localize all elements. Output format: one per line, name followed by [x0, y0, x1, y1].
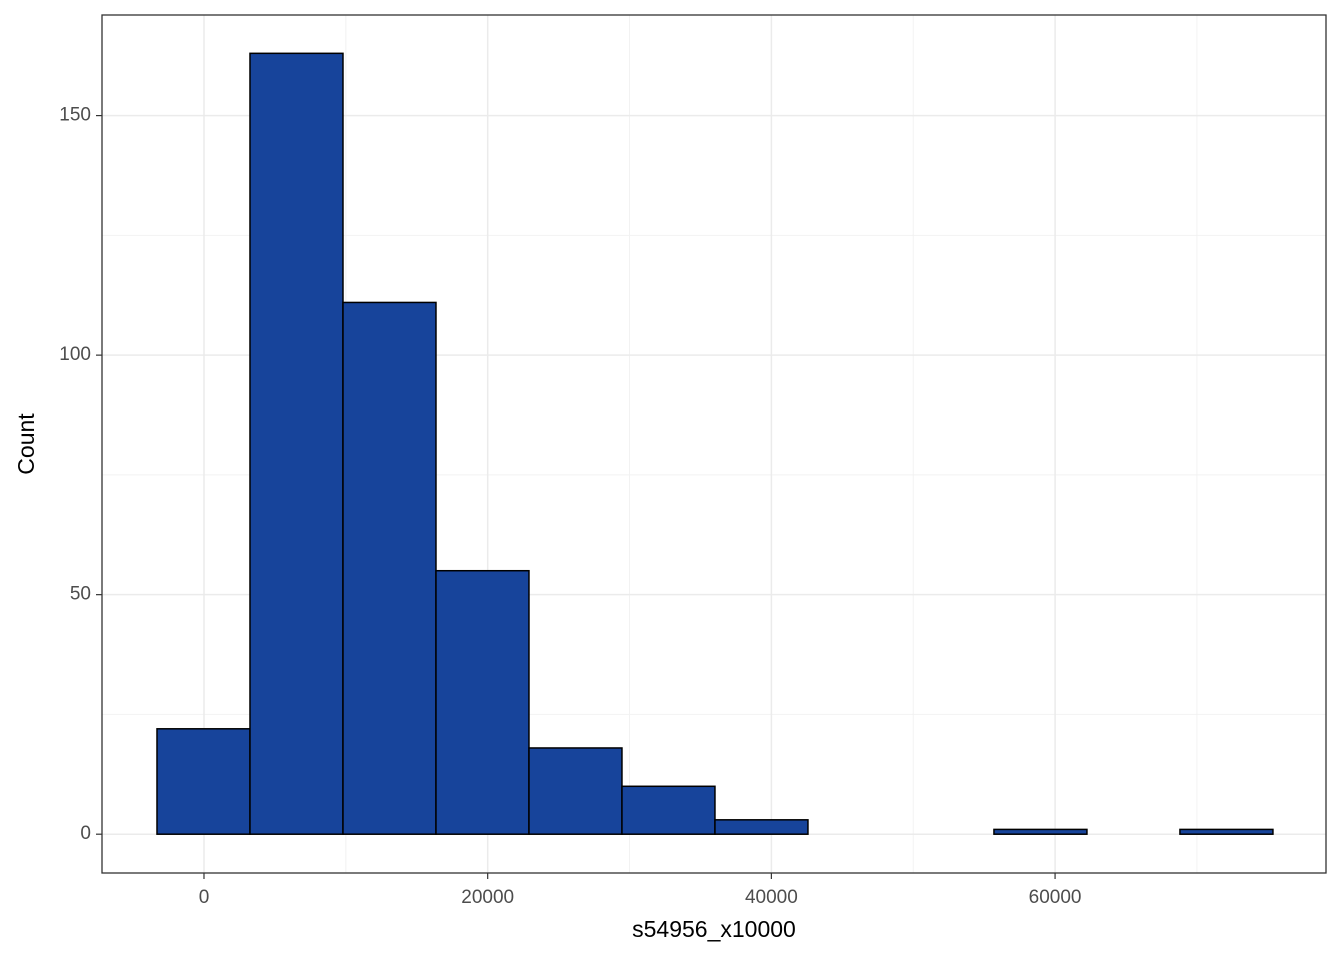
bar [993, 828, 1088, 835]
x-tick-label: 60000 [1029, 887, 1082, 908]
bar [156, 728, 251, 835]
bar [621, 785, 716, 835]
x-tick-label: 40000 [745, 887, 798, 908]
bar [249, 52, 344, 835]
panel-border [101, 14, 1327, 874]
bar [342, 301, 437, 835]
bar [1179, 828, 1274, 835]
y-axis-label: Count [13, 413, 39, 475]
x-tick-label: 20000 [461, 887, 514, 908]
bar [528, 747, 623, 835]
y-tick-label: 150 [59, 105, 91, 126]
y-tick-label: 50 [70, 584, 91, 605]
x-axis-label: s54956_x10000 [632, 916, 796, 942]
y-tick-label: 0 [80, 823, 91, 844]
bar [714, 819, 809, 835]
bar [435, 569, 530, 835]
x-tick-label: 0 [199, 887, 210, 908]
y-tick-label: 100 [59, 344, 91, 365]
